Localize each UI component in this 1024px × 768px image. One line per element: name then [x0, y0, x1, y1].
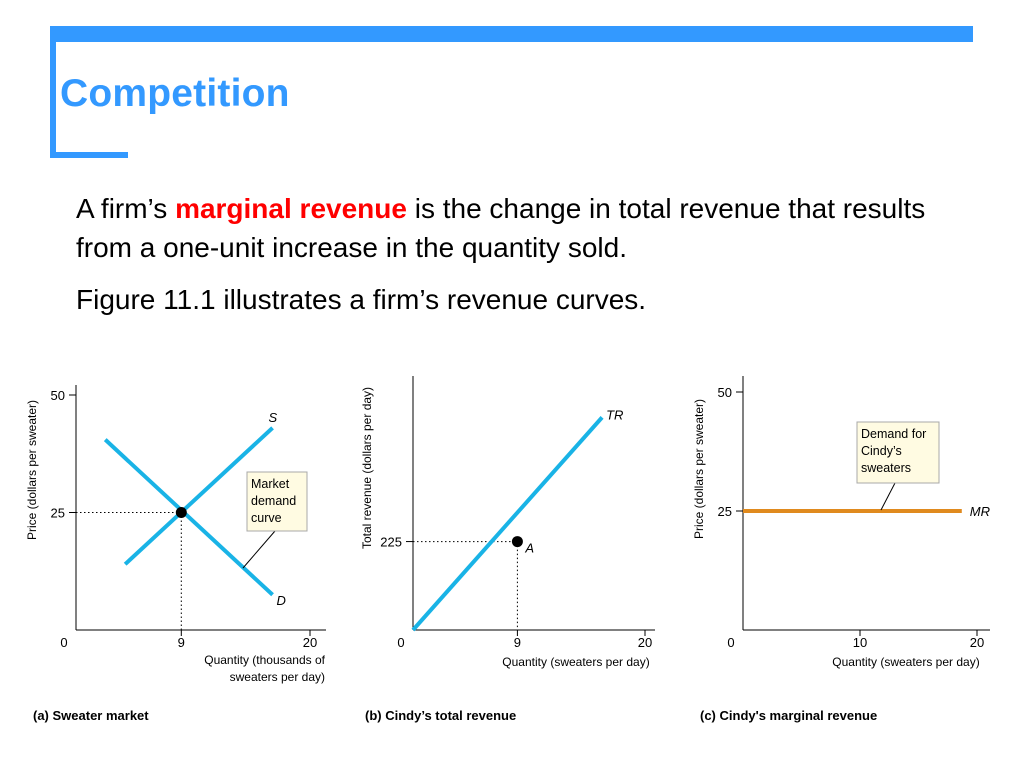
x-axis-label: Quantity (sweaters per day) [832, 655, 979, 669]
slide-body: A firm’s marginal revenue is the change … [76, 189, 976, 332]
x-tick-label: 20 [970, 635, 984, 650]
y-axis-label: Price (dollars per sweater) [692, 399, 706, 539]
annotation-leader-line [880, 482, 896, 511]
series-label-mr: MR [970, 504, 990, 519]
annotation-text: Market [251, 477, 290, 491]
chart-panel-1: 25 50 0 9 20 Price (dollars per sweater) Quant… [25, 385, 326, 723]
series-label-d: D [277, 593, 286, 608]
header-accent-left-bar [50, 26, 56, 158]
x-tick-label: 0 [397, 635, 404, 650]
y-tick-label: 50 [718, 385, 732, 400]
chart-caption: (c) Cindy's marginal revenue [700, 708, 877, 723]
x-tick-label: 9 [514, 635, 521, 650]
x-axis-label: Quantity (sweaters per day) [502, 655, 649, 669]
annotation-text: Demand for [861, 427, 926, 441]
x-tick-label: 0 [727, 635, 734, 650]
series-line-tr [411, 416, 604, 632]
y-tick-label: 225 [380, 535, 402, 550]
point-label: A [524, 541, 534, 556]
annotation-text: demand [251, 494, 296, 508]
y-axis-label: Total revenue (dollars per day) [360, 387, 374, 549]
annotation-text: sweaters [861, 461, 911, 475]
header-accent-bar [50, 26, 973, 42]
series-label-tr: TR [606, 407, 623, 422]
definition-text-before: A firm’s [76, 193, 176, 224]
chart-panel-3: 25 50 0 10 20 Price (dollars per sweater) Quan… [692, 376, 990, 723]
x-tick-label: 10 [853, 635, 867, 650]
y-axis-label: Price (dollars per sweater) [25, 400, 39, 540]
series-line-s [123, 426, 274, 566]
highlighted-term: marginal revenue [175, 193, 407, 224]
annotation-box [856, 421, 940, 484]
definition-text-after: is the change in total revenue that resu… [76, 193, 926, 263]
equilibrium-point [175, 507, 187, 518]
annotation-box [246, 471, 308, 532]
chart-caption: (a) Sweater market [33, 708, 149, 723]
x-axis-label: sweaters per day) [230, 670, 325, 684]
y-tick-label: 25 [718, 504, 732, 519]
x-tick-label: 9 [178, 635, 185, 650]
annotation-text: curve [251, 511, 282, 525]
point-marker [511, 536, 523, 548]
definition-paragraph: A firm’s marginal revenue is the change … [76, 189, 976, 267]
x-axis-label: Quantity (thousands of [204, 653, 325, 667]
chart-panel-2: 225 0 9 20 Total revenue (dollars per day) Qu… [360, 376, 655, 723]
y-tick-label: 25 [51, 506, 65, 521]
annotation-text: Cindy’s [861, 444, 902, 458]
x-tick-label: 20 [303, 635, 317, 650]
x-tick-label: 0 [60, 635, 67, 650]
chart-caption: (b) Cindy’s total revenue [365, 708, 516, 723]
page-title: Competition [60, 72, 290, 115]
annotation-leader-line [242, 530, 276, 569]
series-line-d [103, 438, 274, 597]
series-label-s: S [269, 410, 278, 425]
x-tick-label: 20 [638, 635, 652, 650]
figure-reference-paragraph: Figure 11.1 illustrates a firm’s revenue… [76, 284, 647, 315]
y-tick-label: 50 [51, 388, 65, 403]
header-accent-bottom-bar [50, 152, 128, 158]
